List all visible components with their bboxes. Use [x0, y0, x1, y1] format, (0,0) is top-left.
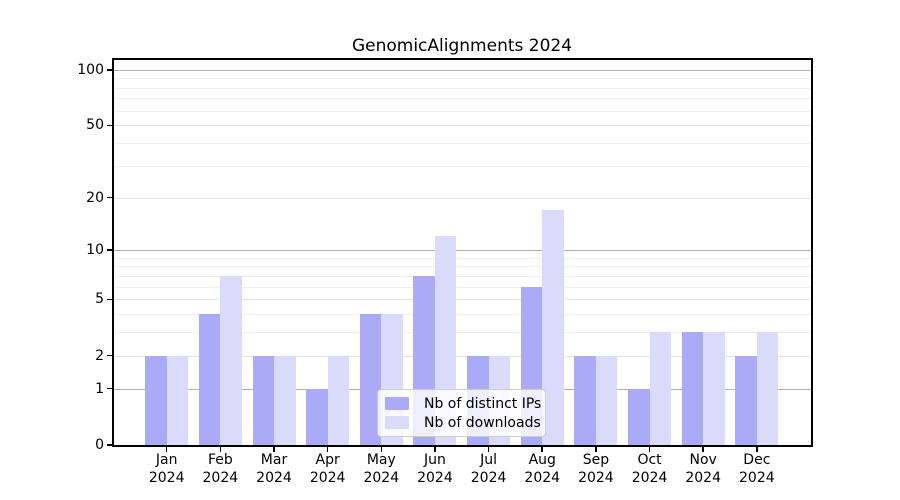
plot-area — [114, 60, 811, 445]
bar-nov-downloads — [703, 332, 725, 445]
y-gridline-minor — [114, 110, 811, 112]
y-tick — [107, 196, 112, 199]
legend-swatch-downloads — [385, 416, 409, 429]
y-tick-label: 20 — [86, 189, 104, 206]
bar-sep-ips — [574, 355, 596, 445]
y-gridline-minor — [114, 98, 811, 100]
x-tick-label: Dec 2024 — [739, 452, 775, 486]
y-tick — [107, 354, 112, 357]
x-tick-label: Mar 2024 — [256, 452, 292, 486]
y-tick-label: 2 — [95, 347, 104, 364]
y-tick-label: 5 — [95, 291, 104, 308]
y-gridline-minor — [114, 257, 811, 259]
bar-apr-downloads — [327, 355, 350, 445]
legend-row: Nb of downloads — [385, 415, 545, 431]
y-gridline — [114, 197, 811, 199]
bar-nov-ips — [681, 332, 704, 445]
x-tick — [487, 447, 490, 452]
y-tick — [107, 124, 112, 127]
bar-aug-downloads — [542, 210, 564, 445]
y-tick-label: 1 — [95, 380, 104, 397]
x-tick-label: Oct 2024 — [631, 452, 668, 486]
y-tick-label: 0 — [95, 437, 104, 453]
bar-oct-downloads — [649, 332, 672, 445]
y-gridline-minor — [114, 266, 811, 268]
bar-apr-ips — [306, 388, 328, 445]
y-tick-label: 100 — [77, 61, 104, 78]
legend-label-distinct-ips: Nb of distinct IPs — [424, 395, 542, 412]
y-gridline-decade — [114, 69, 811, 71]
bar-dec-ips — [735, 355, 757, 445]
plot-border — [112, 58, 813, 447]
x-tick-label: Aug 2024 — [524, 452, 561, 486]
legend-row: Nb of distinct IPs — [385, 396, 545, 412]
x-tick-label: Nov 2024 — [685, 452, 721, 486]
x-tick — [434, 447, 436, 452]
y-tick — [107, 444, 112, 446]
y-tick-label: 10 — [86, 242, 104, 259]
x-tick — [702, 447, 704, 452]
y-gridline-decade — [114, 250, 811, 252]
y-tick — [107, 69, 112, 71]
chart-title: GenomicAlignments 2024 — [351, 36, 573, 56]
bar-feb-ips — [198, 314, 221, 445]
y-gridline-minor — [114, 165, 811, 167]
x-tick — [165, 447, 168, 452]
x-tick — [595, 447, 597, 452]
bar-mar-ips — [252, 355, 274, 445]
y-gridline-minor — [114, 87, 811, 89]
x-tick — [380, 447, 383, 452]
y-tick — [107, 249, 112, 251]
y-tick-label: 50 — [86, 117, 104, 134]
y-gridline — [114, 299, 811, 301]
x-tick-label: Sep 2024 — [578, 452, 614, 486]
x-tick — [219, 447, 222, 452]
x-tick-label: May 2024 — [363, 452, 400, 486]
x-tick-label: Jul 2024 — [470, 452, 507, 486]
bar-feb-downloads — [220, 275, 242, 445]
x-tick — [648, 447, 651, 452]
x-tick-label: Feb 2024 — [202, 452, 239, 486]
bar-oct-ips — [628, 388, 650, 445]
x-tick-label: Jan 2024 — [148, 452, 185, 486]
y-gridline-minor — [114, 275, 811, 277]
x-tick-label: Jun 2024 — [417, 452, 453, 486]
x-tick — [273, 447, 275, 452]
bar-dec-downloads — [756, 332, 779, 445]
legend: Nb of distinct IPs Nb of downloads — [377, 389, 546, 437]
y-gridline — [114, 355, 811, 357]
y-gridline-minor — [114, 314, 811, 316]
bar-jan-downloads — [166, 355, 189, 445]
y-tick — [107, 298, 112, 301]
y-tick — [107, 387, 112, 390]
y-gridline-minor — [114, 143, 811, 145]
y-gridline — [114, 125, 811, 127]
bar-jan-ips — [145, 355, 167, 445]
x-tick-label: Apr 2024 — [309, 452, 346, 486]
bar-mar-downloads — [274, 355, 296, 445]
x-tick — [326, 447, 329, 452]
bar-sep-downloads — [595, 355, 618, 445]
y-gridline-minor — [114, 286, 811, 288]
y-gridline-minor — [114, 78, 811, 80]
y-gridline-minor — [114, 332, 811, 334]
x-tick — [756, 447, 758, 452]
bar-may-ips — [359, 314, 382, 445]
legend-label-downloads: Nb of downloads — [424, 414, 541, 431]
x-tick — [541, 447, 544, 452]
legend-swatch-distinct-ips — [385, 397, 409, 410]
